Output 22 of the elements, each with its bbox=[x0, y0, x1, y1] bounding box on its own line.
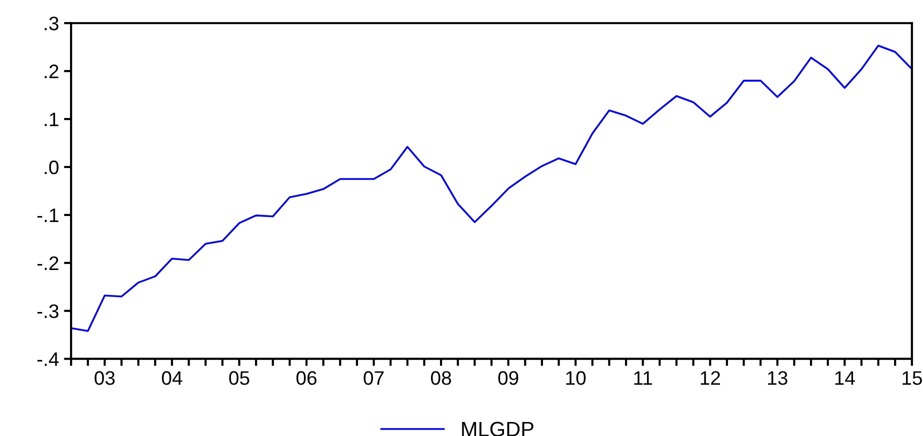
x-tick-label: 05 bbox=[229, 371, 250, 385]
x-tick-label: 15 bbox=[902, 371, 922, 385]
y-tick-label: .0 bbox=[44, 160, 59, 174]
x-tick-label: 08 bbox=[430, 371, 452, 385]
x-tick-label: 07 bbox=[364, 371, 384, 385]
x-tick-label: 03 bbox=[94, 371, 115, 385]
y-tick-label: .2 bbox=[44, 64, 58, 78]
x-tick-label: 10 bbox=[566, 371, 586, 385]
x-tick-label: 11 bbox=[634, 371, 652, 385]
x-tick-label: 09 bbox=[498, 371, 518, 385]
x-tick-label: 06 bbox=[296, 371, 316, 385]
x-tick-label: 13 bbox=[768, 371, 788, 385]
y-tick-label: .3 bbox=[44, 16, 58, 30]
x-tick-label: 04 bbox=[162, 371, 182, 385]
y-tick-label: -.3 bbox=[37, 304, 58, 318]
y-tick-label: -.2 bbox=[37, 256, 58, 270]
y-tick-label: .1 bbox=[44, 112, 58, 126]
y-tick-label: -.1 bbox=[37, 208, 58, 222]
line-series bbox=[71, 44, 912, 332]
x-tick-label: 12 bbox=[700, 371, 720, 385]
y-tick-label: -.4 bbox=[37, 352, 59, 366]
x-tick-label: 14 bbox=[835, 371, 855, 385]
